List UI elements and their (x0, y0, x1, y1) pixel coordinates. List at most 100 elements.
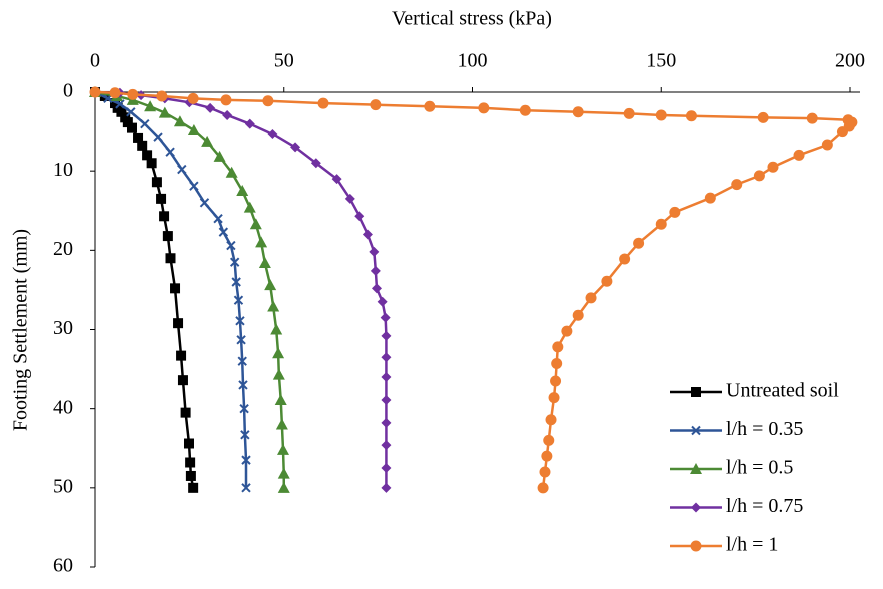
marker (277, 467, 290, 479)
marker (116, 106, 127, 117)
marker (267, 128, 278, 139)
marker (381, 417, 392, 428)
marker (144, 100, 157, 112)
marker (548, 392, 560, 404)
y-tick-label: 30 (53, 317, 73, 339)
marker (601, 275, 613, 287)
marker (213, 150, 226, 162)
marker (236, 184, 249, 196)
legend-label: l/h = 0.75 (726, 495, 803, 517)
marker (140, 118, 150, 129)
marker (151, 177, 162, 188)
marker (836, 126, 848, 138)
marker (236, 335, 246, 345)
marker (691, 387, 701, 397)
marker (258, 257, 271, 268)
marker (381, 482, 392, 493)
marker (272, 368, 285, 380)
marker (550, 375, 562, 387)
marker (381, 372, 392, 382)
y-tick-label: 10 (53, 159, 73, 181)
y-axis-title: Footing Settlement (mm) (10, 229, 32, 431)
marker (371, 283, 382, 294)
marker (142, 150, 153, 161)
marker (377, 296, 388, 307)
marker (381, 440, 392, 451)
marker (165, 253, 176, 264)
marker (205, 102, 216, 113)
x-tick-label: 200 (835, 50, 865, 72)
marker (290, 142, 301, 153)
marker (213, 213, 223, 224)
marker (126, 107, 136, 117)
marker (244, 118, 255, 129)
marker (176, 350, 187, 361)
marker (187, 92, 199, 104)
x-tick-label: 0 (90, 50, 100, 72)
marker (199, 198, 210, 208)
marker (655, 109, 667, 121)
marker (220, 94, 232, 106)
marker (623, 107, 635, 119)
marker (180, 407, 191, 418)
marker (585, 292, 597, 304)
legend-label: l/h = 1 (726, 534, 778, 556)
marker (183, 438, 194, 449)
marker (274, 393, 287, 405)
marker (310, 158, 321, 169)
marker (380, 312, 391, 323)
marker (478, 102, 490, 114)
marker (669, 206, 681, 218)
marker (545, 414, 557, 426)
marker (757, 111, 769, 123)
marker (424, 100, 436, 112)
marker (187, 124, 200, 135)
series-line (94, 90, 388, 488)
marker (262, 95, 274, 107)
marker (185, 470, 196, 481)
marker (655, 218, 667, 230)
marker (255, 236, 268, 248)
marker (370, 99, 382, 111)
marker (362, 229, 373, 240)
marker (126, 122, 137, 133)
y-tick-label: 40 (53, 396, 73, 418)
marker (189, 181, 199, 191)
marker (370, 265, 381, 276)
marker (127, 88, 139, 100)
marker (344, 193, 355, 204)
marker (277, 481, 290, 493)
marker (156, 193, 167, 204)
marker (188, 482, 199, 493)
marker (633, 237, 645, 249)
marker (225, 166, 238, 178)
marker (369, 246, 380, 257)
marker (381, 463, 392, 474)
marker (240, 430, 250, 440)
marker (619, 253, 631, 265)
marker (177, 164, 187, 175)
marker (354, 211, 365, 222)
marker (267, 300, 280, 312)
marker (519, 104, 531, 116)
y-tick-label: 0 (63, 80, 73, 102)
marker (543, 434, 555, 446)
marker (539, 466, 551, 478)
marker (237, 356, 247, 366)
marker (165, 147, 175, 157)
marker (537, 482, 549, 494)
marker (146, 158, 157, 169)
marker (690, 463, 702, 474)
marker (317, 97, 329, 109)
marker (691, 425, 701, 436)
marker (238, 380, 248, 390)
marker (159, 211, 170, 222)
marker (89, 86, 101, 98)
marker (572, 106, 584, 118)
marker (243, 201, 256, 213)
marker (276, 443, 289, 455)
marker (158, 106, 171, 118)
marker (170, 283, 181, 294)
marker (691, 502, 701, 513)
